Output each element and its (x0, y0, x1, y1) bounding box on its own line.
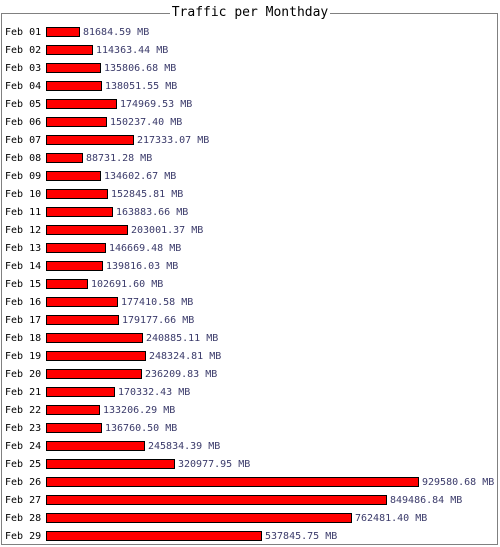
bar (46, 45, 93, 55)
category-label: Feb 02 (5, 45, 41, 56)
category-label: Feb 17 (5, 315, 41, 326)
bar (46, 261, 103, 271)
bar (46, 117, 107, 127)
category-label: Feb 01 (5, 27, 41, 38)
value-label: 217333.07 MB (137, 135, 209, 146)
bar (46, 531, 262, 541)
value-label: 929580.68 MB (422, 477, 494, 488)
bar (46, 495, 387, 505)
value-label: 150237.40 MB (110, 117, 182, 128)
value-label: 537845.75 MB (265, 531, 337, 542)
category-label: Feb 11 (5, 207, 41, 218)
bar (46, 441, 145, 451)
bar (46, 225, 128, 235)
chart-title: Traffic per Monthday (169, 5, 331, 20)
bar (46, 387, 115, 397)
category-label: Feb 28 (5, 513, 41, 524)
category-label: Feb 08 (5, 153, 41, 164)
category-label: Feb 06 (5, 117, 41, 128)
value-label: 102691.60 MB (91, 279, 163, 290)
value-label: 170332.43 MB (118, 387, 190, 398)
bar (46, 405, 100, 415)
bar (46, 243, 106, 253)
bar (46, 279, 88, 289)
category-label: Feb 05 (5, 99, 41, 110)
value-label: 849486.84 MB (390, 495, 462, 506)
value-label: 133206.29 MB (103, 405, 175, 416)
value-label: 135806.68 MB (104, 63, 176, 74)
category-label: Feb 21 (5, 387, 41, 398)
value-label: 136760.50 MB (105, 423, 177, 434)
category-label: Feb 29 (5, 531, 41, 542)
value-label: 179177.66 MB (122, 315, 194, 326)
category-label: Feb 24 (5, 441, 41, 452)
category-label: Feb 13 (5, 243, 41, 254)
bar (46, 513, 352, 523)
bar (46, 297, 118, 307)
category-label: Feb 12 (5, 225, 41, 236)
chart-title-container: Traffic per Monthday (0, 4, 500, 22)
value-label: 163883.66 MB (116, 207, 188, 218)
category-label: Feb 22 (5, 405, 41, 416)
category-label: Feb 18 (5, 333, 41, 344)
category-label: Feb 23 (5, 423, 41, 434)
category-label: Feb 15 (5, 279, 41, 290)
bar (46, 315, 119, 325)
value-label: 114363.44 MB (96, 45, 168, 56)
bar (46, 81, 102, 91)
category-label: Feb 26 (5, 477, 41, 488)
bar (46, 63, 101, 73)
value-label: 134602.67 MB (104, 171, 176, 182)
bar (46, 207, 113, 217)
value-label: 245834.39 MB (148, 441, 220, 452)
value-label: 203001.37 MB (131, 225, 203, 236)
value-label: 138051.55 MB (105, 81, 177, 92)
category-label: Feb 10 (5, 189, 41, 200)
value-label: 152845.81 MB (111, 189, 183, 200)
value-label: 177410.58 MB (121, 297, 193, 308)
bar (46, 477, 419, 487)
bar (46, 189, 108, 199)
value-label: 88731.28 MB (86, 153, 152, 164)
value-label: 248324.81 MB (149, 351, 221, 362)
value-label: 174969.53 MB (120, 99, 192, 110)
bar (46, 99, 117, 109)
category-label: Feb 16 (5, 297, 41, 308)
category-label: Feb 03 (5, 63, 41, 74)
category-label: Feb 27 (5, 495, 41, 506)
bar (46, 171, 101, 181)
category-label: Feb 07 (5, 135, 41, 146)
bar (46, 27, 80, 37)
value-label: 236209.83 MB (145, 369, 217, 380)
category-label: Feb 19 (5, 351, 41, 362)
value-label: 146669.48 MB (109, 243, 181, 254)
category-label: Feb 09 (5, 171, 41, 182)
value-label: 139816.03 MB (106, 261, 178, 272)
category-label: Feb 25 (5, 459, 41, 470)
value-label: 320977.95 MB (178, 459, 250, 470)
category-label: Feb 14 (5, 261, 41, 272)
bar (46, 423, 102, 433)
bar (46, 369, 142, 379)
value-label: 81684.59 MB (83, 27, 149, 38)
bar (46, 333, 143, 343)
bar (46, 135, 134, 145)
bar (46, 351, 146, 361)
category-label: Feb 04 (5, 81, 41, 92)
value-label: 762481.40 MB (355, 513, 427, 524)
bar (46, 153, 83, 163)
value-label: 240885.11 MB (146, 333, 218, 344)
bar (46, 459, 175, 469)
category-label: Feb 20 (5, 369, 41, 380)
